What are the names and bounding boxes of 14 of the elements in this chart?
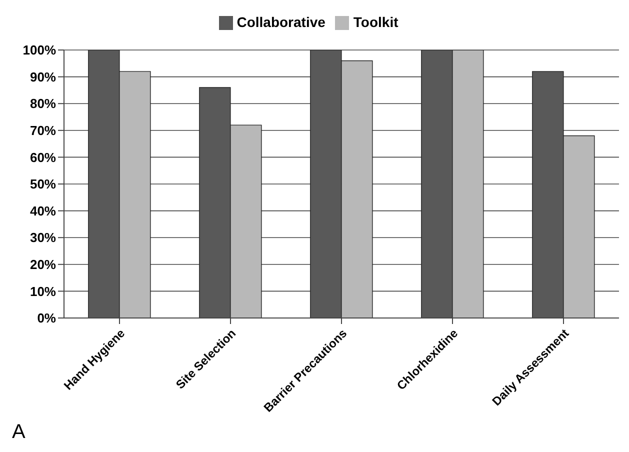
y-tick-label: 50% xyxy=(30,176,56,192)
y-tick-label: 70% xyxy=(30,123,56,138)
y-tick-label: 100% xyxy=(22,42,56,58)
y-tick-label: 20% xyxy=(30,257,56,272)
y-tick-label: 10% xyxy=(30,284,56,299)
y-tick-label: 30% xyxy=(30,230,56,246)
y-tick-label: 60% xyxy=(30,150,56,165)
y-tick-label: 0% xyxy=(37,310,56,326)
legend-label: Collaborative xyxy=(236,14,326,30)
text: A xyxy=(12,421,26,444)
y-tick-label: 40% xyxy=(30,203,56,218)
y-tick-label: 90% xyxy=(30,69,56,84)
legend-label: Toolkit xyxy=(353,14,398,30)
y-tick-label: 80% xyxy=(30,96,56,112)
